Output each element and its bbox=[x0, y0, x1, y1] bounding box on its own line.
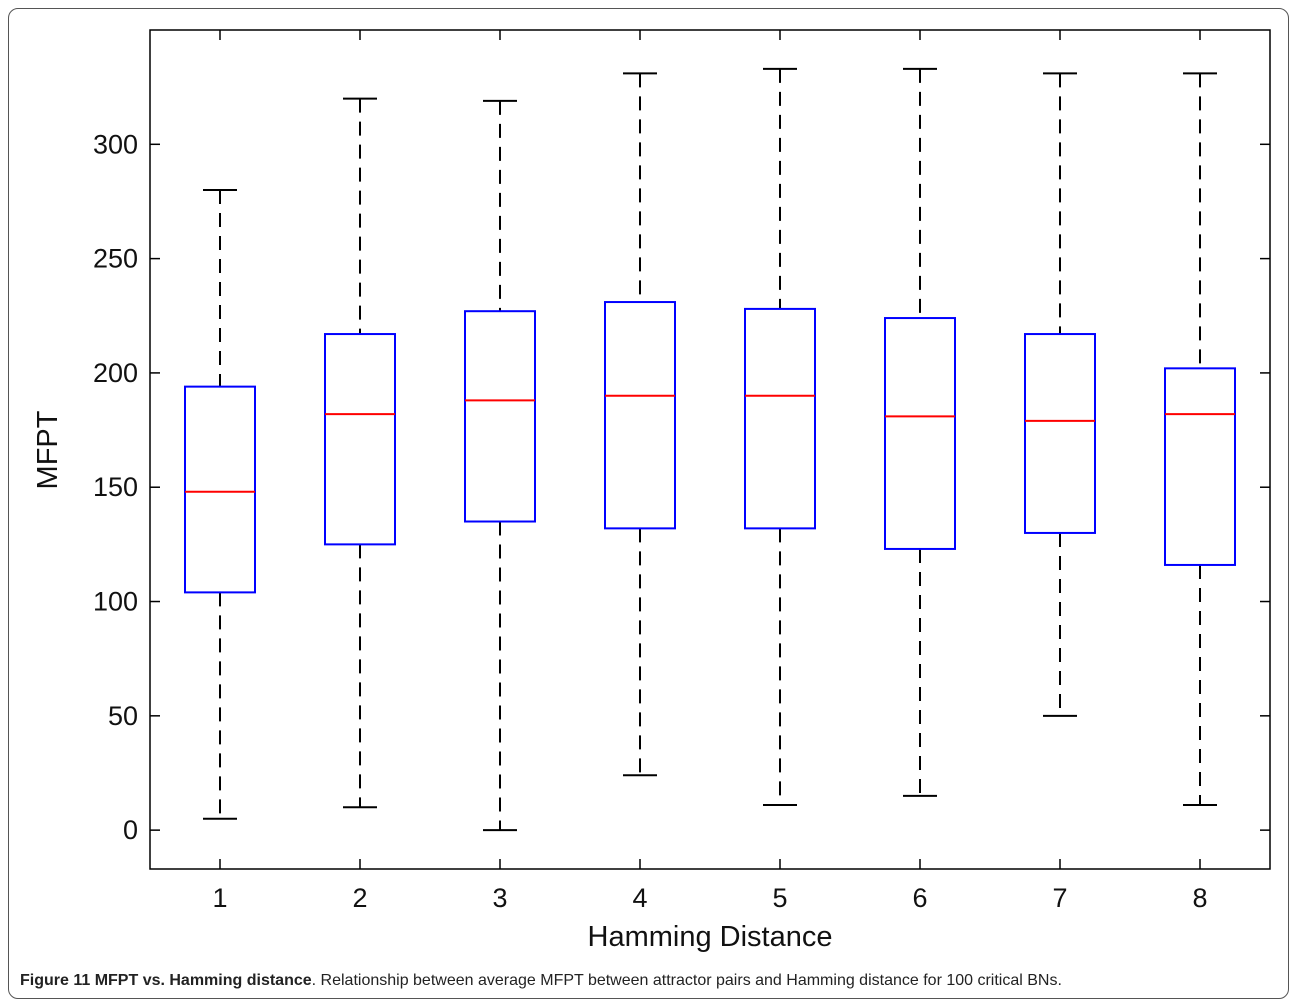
box-group bbox=[324, 97, 396, 809]
x-tick-label: 6 bbox=[912, 883, 927, 913]
y-tick-label: 50 bbox=[108, 701, 138, 731]
x-tick-label: 7 bbox=[1052, 883, 1067, 913]
plot-area bbox=[149, 29, 1271, 870]
figure-frame bbox=[8, 8, 1289, 999]
box-group bbox=[884, 67, 956, 797]
x-tick-label: 8 bbox=[1192, 883, 1207, 913]
caption-text: . Relationship between average MFPT betw… bbox=[311, 972, 1062, 989]
iqr-box bbox=[1164, 367, 1236, 566]
box-group bbox=[604, 72, 676, 777]
iqr-box bbox=[884, 317, 956, 550]
iqr-box bbox=[1024, 333, 1096, 534]
caption-label: Figure 11 MFPT vs. Hamming distance bbox=[20, 972, 312, 989]
figure-caption: Figure 11 MFPT vs. Hamming distance. Rel… bbox=[20, 972, 1285, 990]
iqr-box bbox=[324, 333, 396, 546]
y-axis-label: MFPT bbox=[32, 410, 64, 489]
y-axis-ticks: 0 50 100 150 200 250 300 bbox=[93, 129, 1270, 845]
x-axis-ticks: 1 2 3 4 5 6 7 8 bbox=[212, 30, 1208, 913]
boxplot-chart: 0 50 100 150 200 250 300 1 2 3 4 5 6 7 8 Hamming Dist… bbox=[32, 29, 1271, 953]
y-tick-label: 250 bbox=[93, 244, 138, 274]
y-tick-label: 300 bbox=[93, 129, 138, 159]
iqr-box bbox=[464, 310, 536, 523]
x-tick-label: 4 bbox=[632, 883, 647, 913]
iqr-box bbox=[604, 301, 676, 530]
iqr-box bbox=[744, 307, 816, 530]
x-tick-label: 2 bbox=[352, 883, 367, 913]
box-group bbox=[744, 67, 816, 806]
y-tick-label: 0 bbox=[123, 815, 138, 845]
box-series bbox=[184, 67, 1236, 832]
y-tick-label: 200 bbox=[93, 358, 138, 388]
x-tick-label: 5 bbox=[772, 883, 787, 913]
box-group bbox=[184, 189, 256, 820]
x-tick-label: 1 bbox=[212, 883, 227, 913]
x-tick-label: 3 bbox=[492, 883, 507, 913]
y-tick-label: 100 bbox=[93, 587, 138, 617]
x-axis-label: Hamming Distance bbox=[588, 921, 833, 953]
box-group bbox=[1024, 72, 1096, 717]
box-group bbox=[464, 99, 536, 832]
box-group bbox=[1164, 72, 1236, 806]
iqr-box bbox=[184, 385, 256, 594]
y-tick-label: 150 bbox=[93, 472, 138, 502]
